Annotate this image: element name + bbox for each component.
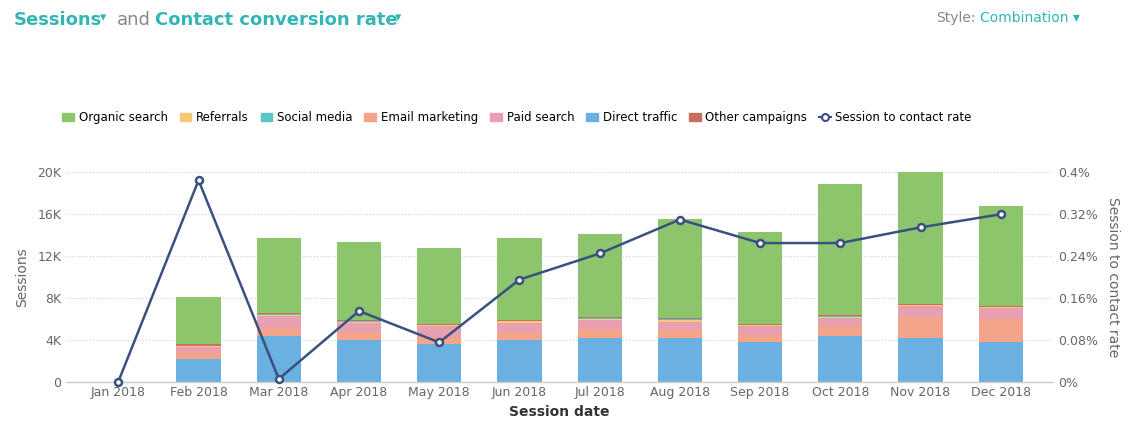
Bar: [497, 322, 541, 332]
Bar: [738, 231, 782, 324]
Bar: [177, 347, 220, 353]
Bar: [978, 207, 1023, 306]
Bar: [497, 238, 541, 320]
Bar: [578, 329, 622, 338]
Bar: [899, 338, 942, 381]
Bar: [578, 317, 622, 318]
Bar: [658, 320, 701, 322]
Text: Contact conversion rate: Contact conversion rate: [155, 11, 398, 29]
Bar: [578, 233, 622, 317]
Bar: [418, 248, 461, 324]
Bar: [337, 242, 381, 320]
Bar: [818, 317, 863, 318]
Bar: [658, 319, 701, 320]
Bar: [899, 306, 942, 317]
Bar: [578, 320, 622, 329]
Bar: [899, 317, 942, 338]
Bar: [658, 219, 701, 318]
Bar: [899, 305, 942, 306]
Legend: Organic search, Referrals, Social media, Email marketing, Paid search, Direct tr: Organic search, Referrals, Social media,…: [62, 112, 972, 125]
Bar: [578, 319, 622, 320]
Text: Sessions: Sessions: [14, 11, 102, 29]
Bar: [177, 297, 220, 345]
Bar: [738, 324, 782, 325]
Bar: [978, 307, 1023, 309]
Bar: [658, 330, 701, 338]
Bar: [257, 315, 301, 316]
Bar: [337, 340, 381, 381]
Bar: [177, 346, 220, 347]
Bar: [899, 168, 942, 304]
Bar: [257, 238, 301, 313]
Bar: [418, 344, 461, 381]
Bar: [257, 313, 301, 314]
Bar: [177, 353, 220, 358]
Bar: [418, 337, 461, 344]
Bar: [497, 340, 541, 381]
Bar: [337, 323, 381, 332]
Bar: [818, 184, 863, 315]
Text: ▾: ▾: [100, 11, 107, 24]
Bar: [738, 335, 782, 342]
Text: Style:: Style:: [936, 11, 976, 25]
Y-axis label: Sessions: Sessions: [15, 247, 30, 307]
Bar: [578, 318, 622, 319]
Bar: [257, 314, 301, 315]
Bar: [418, 326, 461, 337]
Bar: [738, 326, 782, 335]
Bar: [658, 318, 701, 319]
Text: Combination ▾: Combination ▾: [980, 11, 1079, 25]
Bar: [418, 325, 461, 326]
Bar: [177, 345, 220, 346]
Bar: [497, 321, 541, 322]
Bar: [738, 342, 782, 381]
Bar: [418, 324, 461, 325]
Bar: [738, 325, 782, 326]
Bar: [497, 320, 541, 321]
Bar: [337, 320, 381, 322]
Bar: [337, 322, 381, 323]
X-axis label: Session date: Session date: [510, 405, 609, 419]
Bar: [818, 318, 863, 326]
Bar: [578, 338, 622, 381]
Text: ▾: ▾: [395, 11, 402, 24]
Bar: [818, 316, 863, 317]
Bar: [899, 304, 942, 305]
Bar: [978, 319, 1023, 342]
Bar: [978, 306, 1023, 307]
Bar: [257, 335, 301, 381]
Y-axis label: Session to contact rate: Session to contact rate: [1105, 197, 1120, 357]
Bar: [818, 335, 863, 381]
Bar: [337, 332, 381, 340]
Bar: [978, 342, 1023, 381]
Bar: [497, 332, 541, 340]
Bar: [818, 315, 863, 316]
Bar: [978, 309, 1023, 319]
Bar: [818, 326, 863, 335]
Bar: [658, 322, 701, 330]
Bar: [257, 316, 301, 328]
Bar: [658, 338, 701, 381]
Text: and: and: [117, 11, 151, 29]
Bar: [177, 358, 220, 381]
Bar: [257, 328, 301, 335]
